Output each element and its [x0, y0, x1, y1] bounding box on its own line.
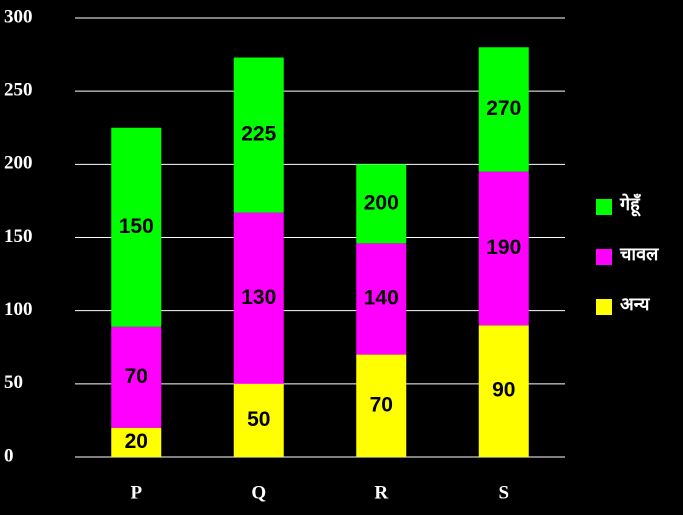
bar-segment	[233, 383, 284, 457]
y-tick-label: 200	[4, 153, 33, 174]
bar-segment	[356, 243, 407, 355]
legend-label: चावल	[619, 244, 659, 264]
x-tick-label: Q	[251, 482, 266, 503]
segment-label: 150	[119, 215, 154, 238]
y-tick-label: 50	[4, 372, 23, 393]
legend-label: गेहूँ	[619, 193, 642, 217]
bar-segment	[233, 212, 284, 384]
bar-segment	[478, 47, 529, 172]
bar-segment	[356, 164, 407, 244]
segment-label: 90	[492, 379, 515, 402]
bar-segment	[111, 427, 162, 457]
bar-segment	[111, 326, 162, 428]
segment-label: 130	[241, 286, 276, 309]
segment-label: 200	[364, 191, 399, 214]
x-tick-label: R	[374, 482, 388, 503]
y-tick-label: 250	[4, 80, 33, 101]
segment-label: 270	[486, 97, 521, 120]
y-tick-label: 150	[4, 226, 33, 247]
legend-swatch	[596, 299, 612, 315]
y-tick-label: 300	[4, 6, 33, 27]
bar-segment	[356, 354, 407, 457]
bar-segment	[478, 325, 529, 457]
segment-label: 225	[241, 123, 276, 146]
segment-label: 190	[486, 236, 521, 259]
x-tick-label: P	[130, 482, 142, 503]
segment-label: 140	[364, 287, 399, 310]
segment-label: 70	[125, 365, 148, 388]
bar-segment	[111, 127, 162, 327]
segment-label: 50	[247, 408, 270, 431]
legend-swatch	[596, 199, 612, 215]
segment-label: 20	[125, 430, 148, 453]
y-tick-label: 0	[4, 445, 14, 466]
legend-swatch	[596, 249, 612, 265]
bar-segment	[233, 57, 284, 213]
bar-segment	[478, 171, 529, 326]
legend-label: अन्य	[620, 294, 651, 314]
segment-label: 70	[370, 393, 393, 416]
y-tick-label: 100	[4, 299, 33, 320]
x-tick-label: S	[498, 482, 509, 503]
